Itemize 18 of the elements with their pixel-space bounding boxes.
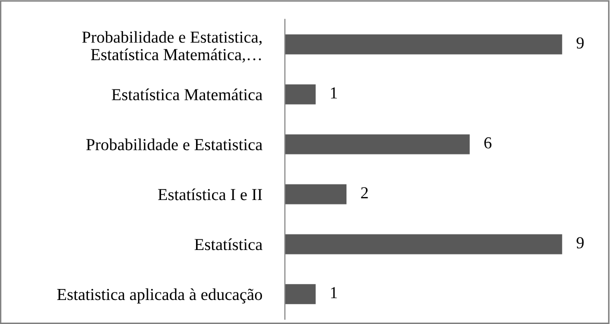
bar xyxy=(284,34,562,54)
bar xyxy=(284,134,470,154)
y-tick-label: Probabilidade e Estatistica xyxy=(86,138,262,150)
y-tick-label: Estatística xyxy=(194,238,262,250)
bar xyxy=(284,184,346,204)
bar xyxy=(284,234,562,254)
data-label: 1 xyxy=(331,287,337,298)
y-tick-label: Estatística I e II xyxy=(158,188,262,200)
data-label: 9 xyxy=(576,37,584,49)
data-label: 1 xyxy=(331,87,337,98)
bar xyxy=(284,284,316,304)
y-tick-label: Estatística Matemática xyxy=(112,88,262,100)
data-label: 9 xyxy=(576,237,584,248)
data-label: 2 xyxy=(361,187,368,198)
y-tick-label: Probabilidade e Estatistica, Estatística Matemática,… xyxy=(82,31,262,63)
data-label: 6 xyxy=(484,137,492,148)
bar xyxy=(284,84,316,104)
y-tick-label: Estatistica aplicada à educação xyxy=(57,288,262,304)
